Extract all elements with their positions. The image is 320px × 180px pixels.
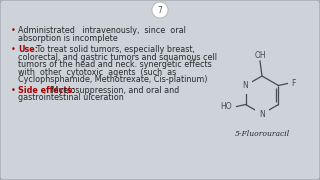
- Text: colorectal, and gastric tumors and squamous cell: colorectal, and gastric tumors and squam…: [18, 53, 217, 62]
- Text: To treat solid tumors, especially breast,: To treat solid tumors, especially breast…: [34, 45, 195, 54]
- Text: Myelosuppression, and oral and: Myelosuppression, and oral and: [49, 86, 179, 94]
- Text: Side effects:: Side effects:: [18, 86, 75, 94]
- Text: N: N: [243, 81, 248, 90]
- Text: OH: OH: [254, 51, 266, 60]
- Text: with  other  cytotoxic  agents  (such  as: with other cytotoxic agents (such as: [18, 68, 176, 76]
- Text: •: •: [11, 45, 16, 54]
- Text: tumors of the head and neck. synergetic effects: tumors of the head and neck. synergetic …: [18, 60, 212, 69]
- Text: 7: 7: [157, 6, 163, 15]
- Text: N: N: [259, 109, 265, 118]
- Text: HO: HO: [220, 102, 232, 111]
- Text: F: F: [292, 79, 296, 88]
- Text: Cyclophsphamide, Methotrexate, Cis-platinum): Cyclophsphamide, Methotrexate, Cis-plati…: [18, 75, 207, 84]
- Text: Use:: Use:: [18, 45, 38, 54]
- Text: 5-Fluorouracil: 5-Fluorouracil: [234, 130, 290, 138]
- Text: Administrated   intravenously,  since  oral: Administrated intravenously, since oral: [18, 26, 186, 35]
- Text: absorption is incomplete: absorption is incomplete: [18, 33, 118, 42]
- Text: •: •: [11, 26, 16, 35]
- Text: gastrointestinal ulceration: gastrointestinal ulceration: [18, 93, 124, 102]
- Circle shape: [152, 2, 168, 18]
- Text: •: •: [11, 86, 16, 94]
